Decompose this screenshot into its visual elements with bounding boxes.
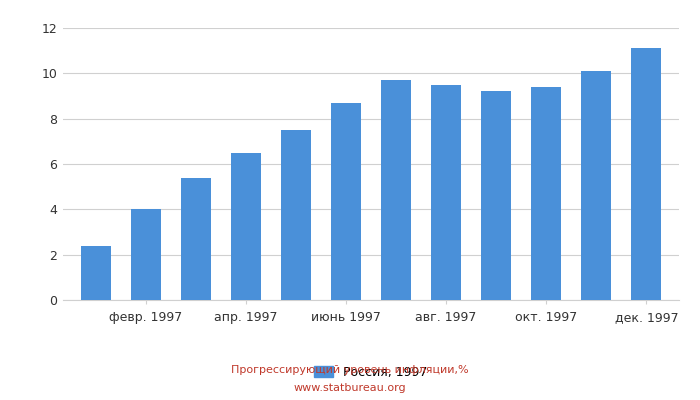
Bar [231,153,261,300]
Bar [131,209,161,300]
Bar [281,130,311,300]
Bar [80,246,111,300]
Bar [481,92,511,300]
Bar [631,48,661,300]
Bar [181,178,211,300]
Bar [331,103,361,300]
Legend: Россия, 1997: Россия, 1997 [314,366,428,379]
Bar [381,80,411,300]
Bar [531,87,561,300]
Text: Прогрессирующий уровень инфляции,%: Прогрессирующий уровень инфляции,% [231,365,469,375]
Bar [431,85,461,300]
Text: www.statbureau.org: www.statbureau.org [294,383,406,393]
Bar [581,71,611,300]
